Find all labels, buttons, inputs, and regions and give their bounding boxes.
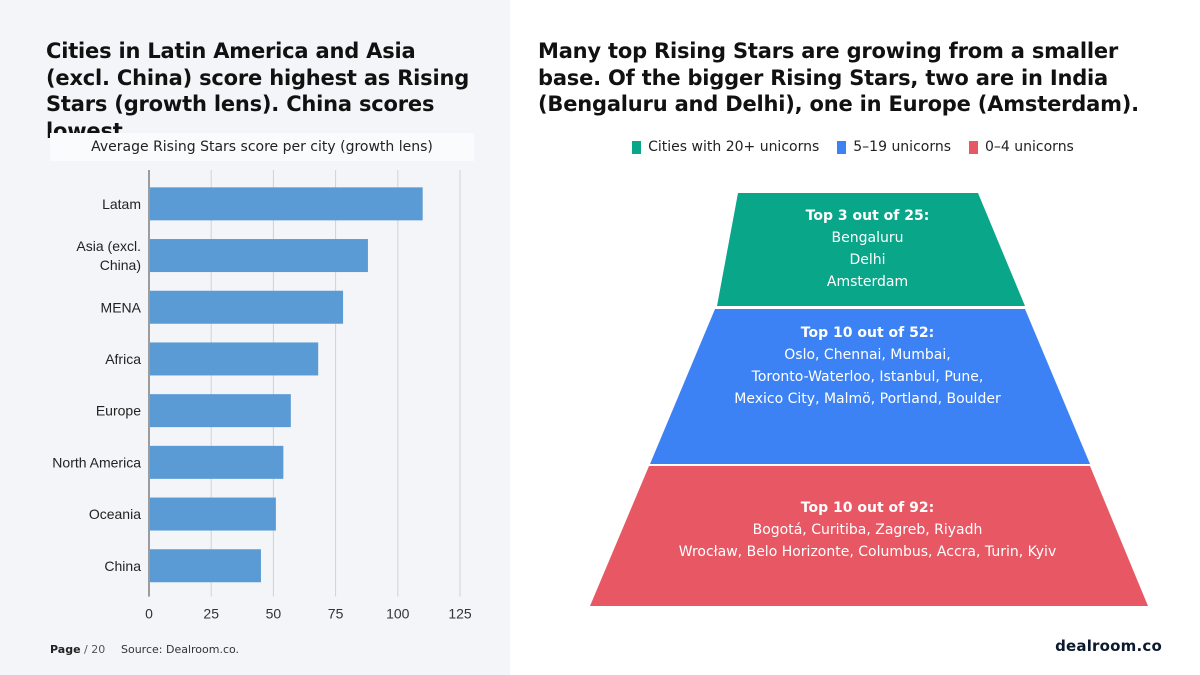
bar	[150, 549, 261, 583]
tier-line: Mexico City, Malmö, Portland, Boulder	[734, 391, 1001, 407]
bar	[150, 290, 344, 324]
pyramid-diagram	[590, 193, 1148, 606]
tier-heading: Top 3 out of 25:	[805, 208, 930, 224]
category-label: China	[104, 558, 141, 574]
source-note: Source: Dealroom.co.	[121, 643, 240, 656]
category-label: MENA	[101, 299, 142, 315]
bar	[150, 497, 276, 531]
x-tick-label: 75	[328, 606, 344, 622]
bar	[150, 394, 291, 428]
tier-line: Bengaluru	[831, 230, 904, 246]
page-label: Page	[50, 643, 81, 656]
tier-line: Toronto-Waterloo, Istanbul, Pune,	[751, 369, 984, 385]
legend-swatch-red	[969, 140, 979, 154]
category-label: Europe	[96, 403, 141, 419]
bar	[150, 445, 284, 479]
page-indicator: Page / 20	[50, 643, 105, 656]
pyramid-tier-top	[717, 193, 1025, 306]
pyramid-tier-bottom	[590, 466, 1148, 606]
legend: Cities with 20+ unicorns 5–19 unicorns 0…	[528, 131, 1178, 163]
x-tick-label: 50	[266, 606, 282, 622]
tier-heading: Top 10 out of 92:	[800, 500, 935, 516]
tier-heading: Top 10 out of 52:	[800, 325, 935, 341]
chart-title: Average Rising Stars score per city (gro…	[91, 139, 433, 155]
legend-item-20plus: Cities with 20+ unicorns	[632, 139, 819, 155]
right-title: Many top Rising Stars are growing from a…	[538, 39, 1139, 116]
x-tick-label: 25	[203, 606, 219, 622]
legend-item-0-4: 0–4 unicorns	[969, 139, 1074, 155]
category-label: Asia (excl. China)	[76, 238, 141, 273]
x-tick-label: 125	[448, 606, 472, 622]
legend-swatch-blue	[837, 140, 847, 154]
tier-top-text: Top 3 out of 25: Bengaluru Delhi Amsterd…	[600, 205, 1135, 293]
tier-line: Wrocław, Belo Horizonte, Columbus, Accra…	[678, 544, 1057, 560]
bar	[150, 187, 423, 221]
chart-subtitle-box: Average Rising Stars score per city (gro…	[50, 133, 474, 161]
bar	[150, 342, 319, 376]
tier-line: Bogotá, Curitiba, Zagreb, Riyadh	[752, 522, 983, 538]
category-label: Africa	[105, 351, 141, 367]
brand-logo: dealroom.co	[1055, 637, 1162, 655]
pyramid-tier-middle	[650, 309, 1090, 464]
tier-bottom-text: Top 10 out of 92: Bogotá, Curitiba, Zagr…	[600, 497, 1135, 563]
legend-label: 0–4 unicorns	[985, 139, 1074, 155]
tier-middle-text: Top 10 out of 52: Oslo, Chennai, Mumbai,…	[600, 322, 1135, 410]
bar	[150, 239, 368, 273]
page-number: / 20	[84, 643, 106, 656]
legend-label: Cities with 20+ unicorns	[648, 139, 820, 155]
legend-swatch-green	[632, 140, 642, 154]
category-label: Latam	[102, 196, 141, 212]
legend-label: 5–19 unicorns	[853, 139, 952, 155]
tier-line: Amsterdam	[826, 274, 909, 290]
x-tick-label: 0	[145, 606, 153, 622]
category-label: North America	[52, 454, 141, 470]
bar-chart: 0 25 50 75 100 125 Latam Asia (excl. China) MENA A…	[52, 170, 472, 622]
legend-item-5-19: 5–19 unicorns	[837, 139, 951, 155]
tier-line: Oslo, Chennai, Mumbai,	[784, 347, 951, 363]
tier-line: Delhi	[849, 252, 886, 268]
x-tick-label: 100	[386, 606, 410, 622]
category-label: Oceania	[89, 506, 141, 522]
